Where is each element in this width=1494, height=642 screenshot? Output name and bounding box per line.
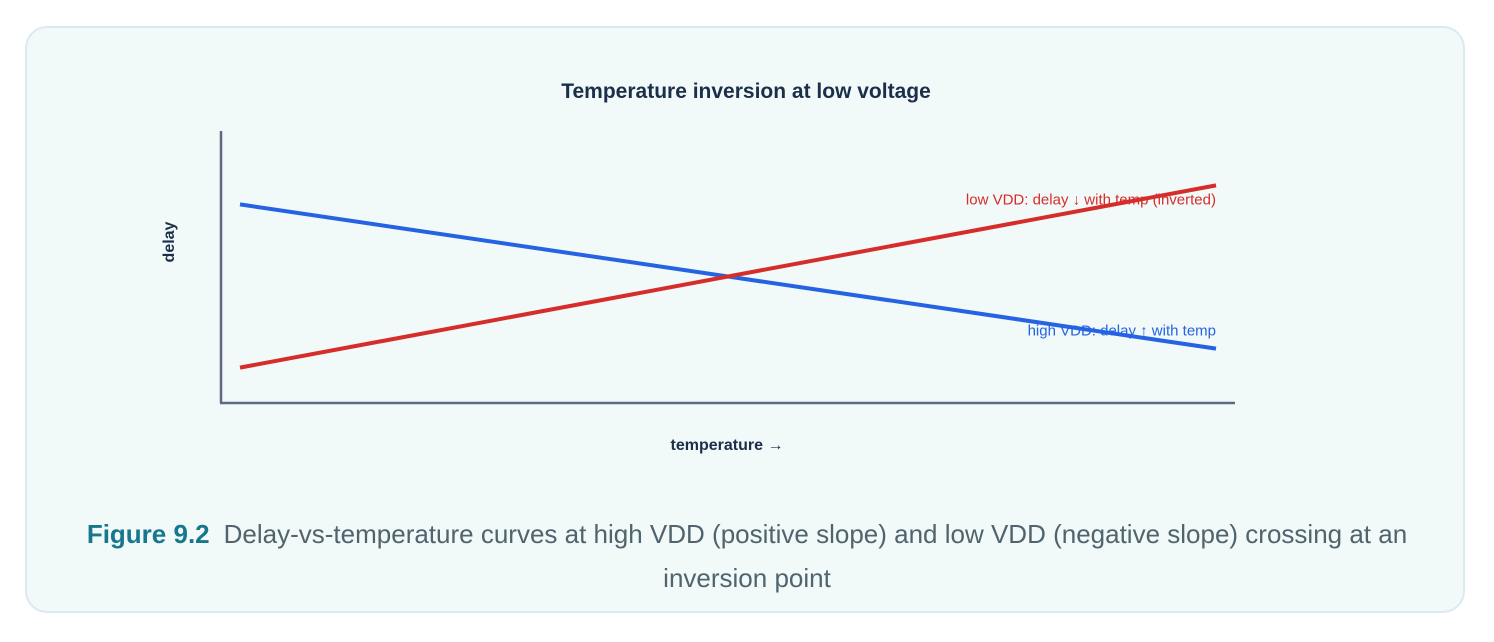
chart-title: Temperature inversion at low voltage: [561, 80, 931, 103]
series-layer: high VDD: delay ↑ with temp low VDD: dela…: [239, 183, 1217, 370]
figure-caption: Figure 9.2 Delay-vs-temperature curves at…: [50, 512, 1444, 600]
figure-card: [25, 26, 1465, 613]
figure-number: Figure 9.2: [86, 519, 210, 549]
high-vdd-series-label: high VDD: delay ↑ with temp: [1028, 323, 1216, 340]
y-axis-label: delay: [161, 221, 178, 262]
low-vdd-series-label: low VDD: delay ↓ with temp (inverted): [966, 191, 1216, 208]
low-vdd-series-line: [239, 183, 1217, 370]
caption-text: Delay-vs-temperature curves at high VDD …: [223, 519, 1408, 593]
x-axis-label: temperature →: [671, 437, 784, 454]
